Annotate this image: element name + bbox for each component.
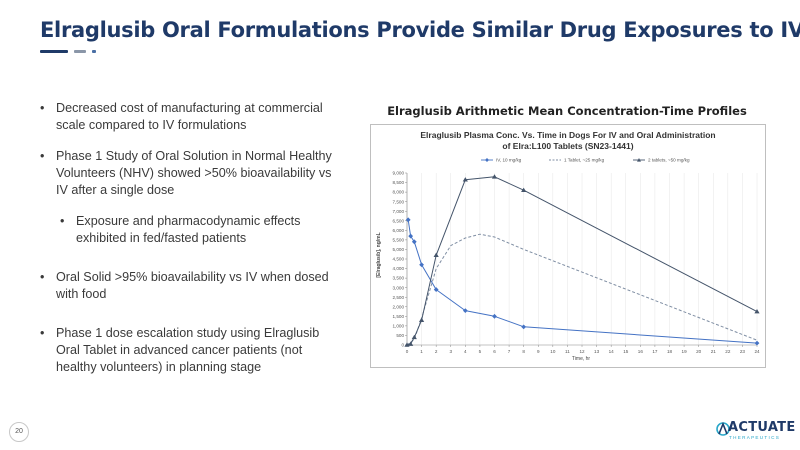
data-point <box>433 287 439 292</box>
legend-label: IV, 10 mg/kg <box>496 158 522 163</box>
x-tick-label: 10 <box>550 349 556 354</box>
x-tick-label: 9 <box>537 349 540 354</box>
y-tick-label: 8,000 <box>393 190 405 195</box>
x-tick-label: 21 <box>711 349 717 354</box>
data-point <box>462 308 468 313</box>
data-point <box>754 340 760 346</box>
x-tick-label: 23 <box>740 349 746 354</box>
x-tick-label: 13 <box>594 349 600 354</box>
title-underline-accent <box>92 50 96 53</box>
x-tick-label: 2 <box>435 349 438 354</box>
series-line <box>407 219 758 344</box>
y-tick-label: 3,000 <box>393 285 405 290</box>
x-tick-label: 24 <box>754 349 760 354</box>
bullet-item: Phase 1 dose escalation study using Elra… <box>40 325 340 376</box>
y-tick-label: 7,500 <box>393 199 405 204</box>
y-tick-label: 5,500 <box>393 237 405 242</box>
y-tick-label: 2,500 <box>393 295 405 300</box>
y-tick-label: 8,500 <box>393 180 405 185</box>
logo-name: ACTUATE <box>728 420 796 435</box>
x-tick-label: 17 <box>652 349 658 354</box>
y-tick-label: 6,500 <box>393 218 405 223</box>
x-tick-label: 15 <box>623 349 629 354</box>
legend-label: 1 Tablet, ~25 mg/kg <box>564 158 605 163</box>
title-underline-accent <box>40 50 68 53</box>
data-point <box>411 334 417 340</box>
bullet-list: Decreased cost of manufacturing at comme… <box>40 100 340 390</box>
bullet-item: Decreased cost of manufacturing at comme… <box>40 100 340 134</box>
x-tick-label: 12 <box>579 349 585 354</box>
concentration-time-chart: Elraglusib Plasma Conc. Vs. Time in Dogs… <box>376 130 760 362</box>
data-point <box>521 187 527 192</box>
data-point <box>411 239 417 245</box>
data-point <box>419 262 424 268</box>
x-tick-label: 22 <box>725 349 731 354</box>
x-tick-label: 0 <box>406 349 409 354</box>
chart-frame: Elraglusib Plasma Conc. Vs. Time in Dogs… <box>370 124 766 368</box>
slide-title: Elraglusib Oral Formulations Provide Sim… <box>40 18 800 42</box>
x-tick-label: 18 <box>667 349 673 354</box>
x-tick-label: 4 <box>464 349 467 354</box>
company-logo: ACTUATE THERAPEUTICS <box>716 420 795 444</box>
legend-marker <box>485 158 489 162</box>
data-point <box>492 313 497 319</box>
y-tick-label: 5,000 <box>393 247 405 252</box>
x-tick-label: 6 <box>493 349 496 354</box>
chart-title-line-2: of Elra:L100 Tablets (SN23-1441) <box>502 141 633 151</box>
y-tick-label: 7,000 <box>393 209 405 214</box>
data-point <box>405 217 411 223</box>
x-tick-label: 3 <box>449 349 452 354</box>
logo-subtitle: THERAPEUTICS <box>729 435 781 440</box>
x-tick-label: 11 <box>565 349 570 354</box>
data-point <box>418 317 425 322</box>
y-tick-label: 4,500 <box>393 257 405 262</box>
logo-mark-icon <box>716 421 730 436</box>
y-tick-label: 2,000 <box>393 304 405 309</box>
y-tick-label: 3,500 <box>393 276 405 281</box>
x-tick-label: 5 <box>479 349 482 354</box>
data-point <box>408 341 414 346</box>
chart-title-line-1: Elraglusib Plasma Conc. Vs. Time in Dogs… <box>420 130 715 140</box>
title-underline-accent <box>74 50 86 53</box>
y-tick-label: 1,500 <box>393 314 405 319</box>
y-tick-label: 500 <box>396 333 404 338</box>
y-axis-title: [Elraglusib], ng/mL <box>376 232 382 277</box>
chart-section-heading: Elraglusib Arithmetic Mean Concentration… <box>387 104 747 118</box>
data-point <box>462 177 468 182</box>
x-tick-label: 20 <box>696 349 702 354</box>
x-tick-label: 14 <box>609 349 615 354</box>
x-tick-label: 7 <box>508 349 511 354</box>
legend-label: 2 tablets, ~50 mg/kg <box>648 158 690 163</box>
data-point <box>408 233 414 239</box>
data-point <box>754 308 760 314</box>
page-number: 20 <box>9 422 29 442</box>
legend-marker <box>637 158 641 162</box>
y-tick-label: 4,000 <box>393 266 405 271</box>
data-point <box>433 252 439 257</box>
data-point <box>521 324 527 330</box>
y-tick-label: 6,000 <box>393 228 405 233</box>
bullet-item: Oral Solid >95% bioavailability vs IV wh… <box>40 269 340 303</box>
x-axis-title: Time, hr <box>572 356 590 362</box>
x-tick-label: 16 <box>638 349 644 354</box>
x-tick-label: 8 <box>522 349 525 354</box>
y-tick-label: 0 <box>401 343 404 348</box>
data-point <box>491 174 498 179</box>
x-tick-label: 19 <box>682 349 688 354</box>
y-tick-label: 1,000 <box>393 323 405 328</box>
x-tick-label: 1 <box>420 349 423 354</box>
sub-bullet-item: Exposure and pharmacodynamic effects exh… <box>60 213 340 247</box>
bullet-item: Phase 1 Study of Oral Solution in Normal… <box>40 148 340 199</box>
y-tick-label: 9,000 <box>393 171 405 176</box>
